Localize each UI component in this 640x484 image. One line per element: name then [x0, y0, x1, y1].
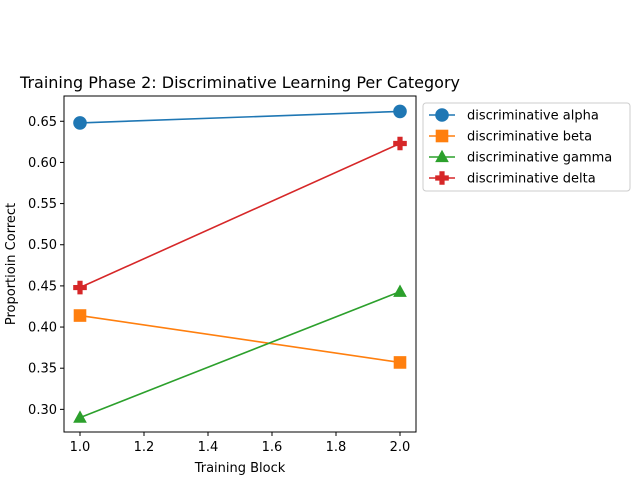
legend-marker-alpha	[435, 108, 449, 122]
axes-frame	[63, 95, 417, 433]
x-tick-label: 1.0	[70, 440, 91, 455]
axes: 1.0 1.2 1.4 1.6 1.8 2.0 0.30 0.35 0.40 0.45 0.50 0.…	[28, 115, 410, 455]
data-point-gamma	[73, 410, 87, 423]
legend: discriminative alpha discriminative beta d…	[422, 102, 631, 192]
legend-label-gamma: discriminative gamma	[467, 151, 612, 166]
x-tick-label: 1.6	[262, 440, 283, 455]
y-axis-label: Proportioin Correct	[4, 203, 19, 325]
x-axis-label: Training Block	[194, 461, 286, 476]
legend-marker-beta	[435, 129, 449, 143]
x-tick-label: 1.8	[326, 440, 347, 455]
legend-label-alpha: discriminative alpha	[467, 109, 599, 124]
data-point-alpha	[73, 116, 87, 130]
legend-marker-gamma	[435, 149, 449, 163]
y-tick-label: 0.30	[28, 403, 57, 418]
series-line-alpha	[79, 110, 401, 124]
y-tick-label: 0.50	[28, 238, 57, 253]
y-tick-label: 0.60	[28, 156, 57, 171]
series-line-beta	[79, 314, 401, 364]
series-line-gamma	[79, 290, 401, 419]
data-point-delta	[73, 280, 87, 295]
legend-label-delta: discriminative delta	[467, 172, 596, 187]
series-line-delta	[79, 142, 401, 289]
y-tick-label: 0.40	[28, 321, 57, 336]
y-tick-label: 0.35	[28, 362, 57, 377]
data-point-alpha	[393, 104, 407, 119]
legend-box	[422, 102, 631, 192]
x-tick-label: 1.4	[198, 440, 219, 455]
y-tick-label: 0.65	[28, 115, 57, 130]
plot-area	[73, 104, 407, 423]
data-point-beta	[73, 309, 87, 322]
x-tick-label: 1.2	[134, 440, 155, 455]
data-point-gamma	[393, 284, 407, 297]
data-point-beta	[393, 356, 407, 369]
legend-label-beta: discriminative beta	[467, 130, 592, 145]
chart-title: Training Phase 2: Discriminative Learnin…	[19, 73, 460, 92]
legend-marker-delta	[435, 171, 449, 185]
x-tick-label: 2.0	[390, 440, 411, 455]
data-point-delta	[393, 136, 407, 151]
y-tick-label: 0.55	[28, 197, 57, 212]
y-tick-label: 0.45	[28, 279, 57, 294]
